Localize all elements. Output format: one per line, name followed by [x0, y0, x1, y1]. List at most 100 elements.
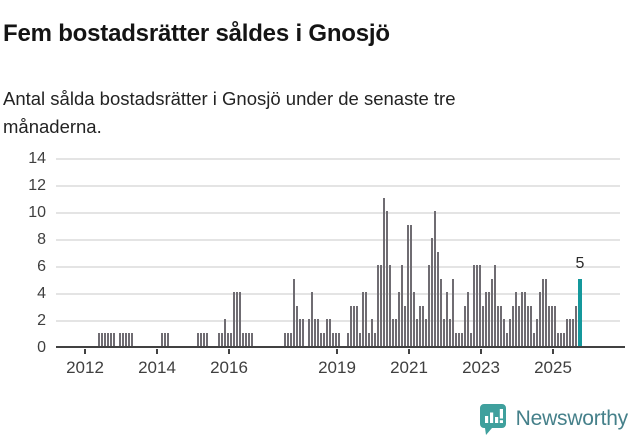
- bar: [470, 332, 473, 346]
- bar: [530, 305, 533, 346]
- bar: [218, 332, 221, 346]
- x-axis-label: 2012: [66, 358, 104, 377]
- x-tick-mark: [336, 349, 338, 354]
- bar: [287, 332, 290, 346]
- grid-line: [56, 293, 620, 295]
- bar: [242, 332, 245, 346]
- bar: [437, 251, 440, 346]
- bar: [569, 319, 572, 346]
- x-axis-label: 2023: [462, 358, 500, 377]
- bar: [473, 265, 476, 346]
- bar: [539, 292, 542, 346]
- bar: [113, 332, 116, 346]
- chart-subtitle: Antal sålda bostadsrätter i Gnosjö under…: [3, 85, 613, 141]
- subtitle-line-1: Antal sålda bostadsrätter i Gnosjö under…: [3, 87, 456, 109]
- bar: [416, 319, 419, 346]
- bar: [200, 332, 203, 346]
- x-tick-mark: [228, 349, 230, 354]
- bar: [479, 265, 482, 346]
- bar: [440, 278, 443, 346]
- plot-area: 5 2012 2014 2016 2019 2021 2023 2025: [56, 152, 625, 377]
- bar: [356, 305, 359, 346]
- x-tick-mark: [84, 349, 86, 354]
- bar: [566, 319, 569, 346]
- bar: [485, 292, 488, 346]
- bar: [500, 305, 503, 346]
- bar: [374, 332, 377, 346]
- bar: [317, 319, 320, 346]
- bar: [251, 332, 254, 346]
- bar: [122, 332, 125, 346]
- bar: [230, 332, 233, 346]
- bar: [332, 332, 335, 346]
- bar: [335, 332, 338, 346]
- brand-footer: Newsworthy: [479, 401, 628, 437]
- bar: [308, 319, 311, 346]
- bar: [128, 332, 131, 346]
- bar: [101, 332, 104, 346]
- bar: [221, 332, 224, 346]
- bar: [428, 265, 431, 346]
- bar: [533, 332, 536, 346]
- bar: [449, 319, 452, 346]
- subtitle-line-2: månaderna.: [3, 115, 102, 137]
- x-tick-mark: [408, 349, 410, 354]
- bar: [506, 332, 509, 346]
- bar: [401, 265, 404, 346]
- bar: [125, 332, 128, 346]
- bar: [536, 319, 539, 346]
- bar: [248, 332, 251, 346]
- bar: [431, 238, 434, 346]
- y-axis-label: 4: [37, 285, 46, 302]
- bar: [164, 332, 167, 346]
- y-axis-label: 8: [37, 231, 46, 248]
- bar: [284, 332, 287, 346]
- bar: [293, 278, 296, 346]
- x-tick-mark: [552, 349, 554, 354]
- bar: [302, 319, 305, 346]
- bar: [509, 319, 512, 346]
- bar: [413, 292, 416, 346]
- y-axis-label: 14: [28, 150, 46, 167]
- bar: [554, 305, 557, 346]
- x-axis-label: 2019: [318, 358, 356, 377]
- bar: [167, 332, 170, 346]
- bar: [443, 319, 446, 346]
- bar: [497, 305, 500, 346]
- x-axis-label: 2014: [138, 358, 176, 377]
- bar: [482, 305, 485, 346]
- bar: [245, 332, 248, 346]
- bar: [548, 305, 551, 346]
- y-axis-label: 0: [37, 339, 46, 356]
- bar: [452, 278, 455, 346]
- bar: [425, 319, 428, 346]
- x-axis-label: 2016: [210, 358, 248, 377]
- bar: [380, 265, 383, 346]
- bar: [419, 305, 422, 346]
- grid-line: [56, 239, 620, 241]
- bar: [203, 332, 206, 346]
- bar: [326, 319, 329, 346]
- y-axis-label: 10: [28, 204, 46, 221]
- bar: [518, 305, 521, 346]
- x-axis-label: 2025: [534, 358, 572, 377]
- bar: [494, 265, 497, 346]
- bar: [476, 265, 479, 346]
- bar: [389, 265, 392, 346]
- bar: [314, 319, 317, 346]
- bar: [107, 332, 110, 346]
- bar: [329, 319, 332, 346]
- bar: [521, 292, 524, 346]
- x-tick-mark: [156, 349, 158, 354]
- bar: [467, 292, 470, 346]
- bar: [527, 305, 530, 346]
- bar: [323, 332, 326, 346]
- bar: [365, 292, 368, 346]
- grid-line: [56, 320, 620, 322]
- bar: [104, 332, 107, 346]
- bar: [458, 332, 461, 346]
- bar: [338, 332, 341, 346]
- bar: [398, 292, 401, 346]
- bar: [464, 305, 467, 346]
- grid-line: [56, 212, 620, 214]
